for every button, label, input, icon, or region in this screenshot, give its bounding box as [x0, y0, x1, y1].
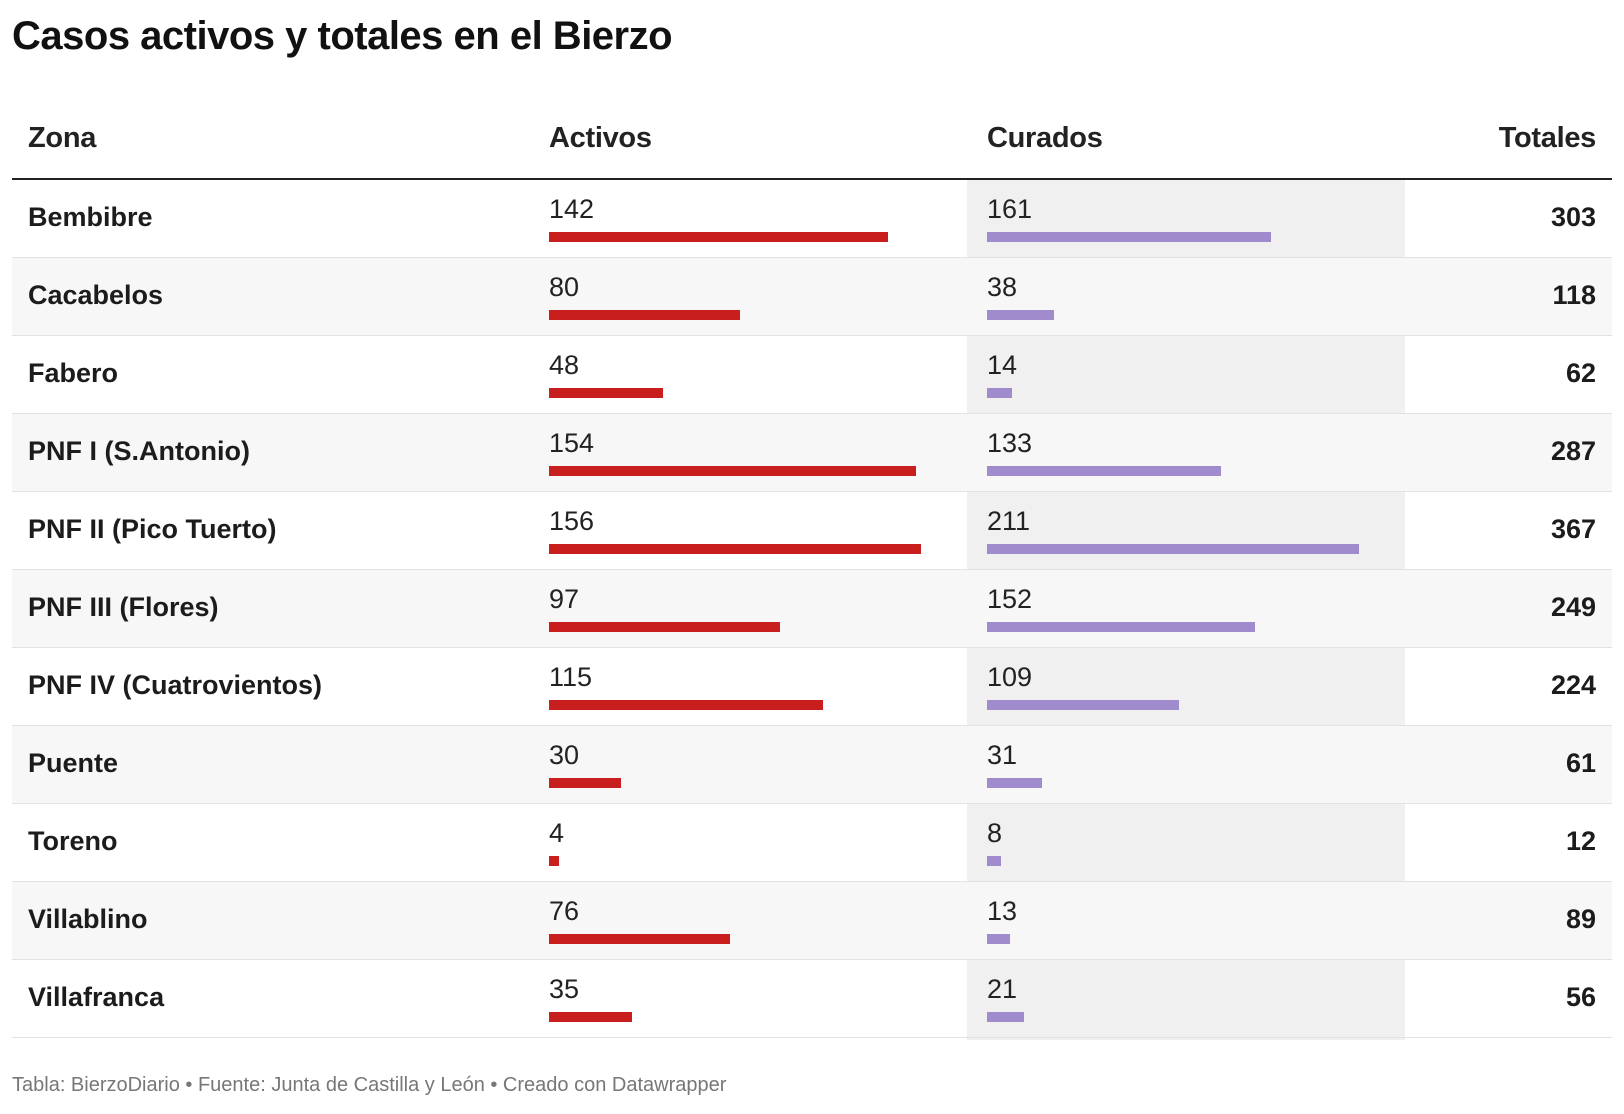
table-row: Bembibre 142 161 303	[12, 180, 1612, 258]
activos-bar	[549, 778, 621, 788]
totales-value: 118	[1552, 280, 1596, 310]
curados-bar	[987, 622, 1255, 632]
zona-label: Villafranca	[28, 982, 165, 1012]
header-activos[interactable]: Activos	[549, 122, 652, 154]
curados-bar	[987, 778, 1042, 788]
activos-bar	[549, 856, 559, 866]
zona-label: Fabero	[28, 358, 119, 388]
activos-bar	[549, 700, 823, 710]
zona-label: Bembibre	[28, 202, 153, 232]
table-row: Toreno 4 8 12	[12, 804, 1612, 882]
chart-title: Casos activos y totales en el Bierzo	[12, 14, 673, 58]
totales-value: 56	[1565, 982, 1596, 1012]
curados-value: 109	[987, 662, 1033, 692]
zona-label: PNF I (S.Antonio)	[28, 436, 250, 466]
curados-bar	[987, 388, 1012, 398]
curados-value: 38	[987, 272, 1018, 302]
activos-value: 80	[549, 272, 580, 302]
activos-bar	[549, 934, 730, 944]
curados-value: 31	[987, 740, 1018, 770]
table-header: Zona Activos Curados Totales	[12, 100, 1612, 180]
curados-value: 211	[987, 506, 1031, 536]
totales-value: 287	[1550, 436, 1596, 466]
curados-bar	[987, 1012, 1024, 1022]
zona-label: PNF III (Flores)	[28, 592, 219, 622]
table-row: Villablino 76 13 89	[12, 882, 1612, 960]
totales-value: 89	[1565, 904, 1596, 934]
source-footer: Tabla: BierzoDiario • Fuente: Junta de C…	[12, 1074, 727, 1096]
table-row: Fabero 48 14 62	[12, 336, 1612, 414]
curados-value: 152	[987, 584, 1033, 614]
activos-bar	[549, 622, 780, 632]
activos-value: 154	[549, 428, 595, 458]
activos-value: 115	[549, 662, 593, 692]
totales-value: 224	[1550, 670, 1596, 700]
data-table: Zona Activos Curados Totales Bembibre 142…	[12, 100, 1612, 1040]
table-row: PNF I (S.Antonio) 154 133 287	[12, 414, 1612, 492]
curados-bar	[987, 934, 1010, 944]
activos-bar	[549, 388, 663, 398]
totales-value: 61	[1565, 748, 1596, 778]
curados-bar	[987, 700, 1179, 710]
zona-label: Toreno	[28, 826, 118, 856]
curados-bar	[987, 856, 1001, 866]
activos-bar	[549, 310, 740, 320]
curados-value: 13	[987, 896, 1018, 926]
totales-value: 249	[1550, 592, 1596, 622]
zona-label: Puente	[28, 748, 119, 778]
curados-value: 8	[987, 818, 1003, 848]
activos-value: 4	[549, 818, 565, 848]
curados-value: 14	[987, 350, 1018, 380]
curados-bar	[987, 544, 1359, 554]
activos-value: 35	[549, 974, 580, 1004]
activos-bar	[549, 466, 916, 476]
activos-bar	[549, 1012, 632, 1022]
table-row: PNF II (Pico Tuerto) 156 211 367	[12, 492, 1612, 570]
activos-value: 76	[549, 896, 580, 926]
table-body: Bembibre 142 161 303 Cacabelos 80 38 118 Fabero 4…	[12, 180, 1612, 1038]
zona-label: Villablino	[28, 904, 148, 934]
curados-value: 21	[987, 974, 1018, 1004]
table-row: PNF IV (Cuatrovientos) 115 109 224	[12, 648, 1612, 726]
totales-value: 62	[1565, 358, 1596, 388]
activos-bar	[549, 232, 888, 242]
table-row: PNF III (Flores) 97 152 249	[12, 570, 1612, 648]
curados-bar	[987, 466, 1221, 476]
table-row: Puente 30 31 61	[12, 726, 1612, 804]
activos-value: 30	[549, 740, 580, 770]
zona-label: Cacabelos	[28, 280, 164, 310]
activos-value: 156	[549, 506, 595, 536]
activos-value: 142	[549, 194, 595, 224]
zona-label: PNF II (Pico Tuerto)	[28, 514, 277, 544]
totales-value: 12	[1565, 826, 1596, 856]
curados-bar	[987, 232, 1271, 242]
totales-value: 303	[1550, 202, 1596, 232]
zona-label: PNF IV (Cuatrovientos)	[28, 670, 323, 700]
header-totales[interactable]: Totales	[1498, 122, 1597, 154]
curados-value: 133	[987, 428, 1033, 458]
activos-value: 48	[549, 350, 580, 380]
totales-value: 367	[1550, 514, 1596, 544]
header-zona[interactable]: Zona	[28, 122, 97, 154]
table-row: Villafranca 35 21 56	[12, 960, 1612, 1038]
header-curados[interactable]: Curados	[987, 122, 1103, 154]
table-row: Cacabelos 80 38 118	[12, 258, 1612, 336]
activos-bar	[549, 544, 921, 554]
curados-bar	[987, 310, 1054, 320]
curados-value: 161	[987, 194, 1033, 224]
activos-value: 97	[549, 584, 580, 614]
